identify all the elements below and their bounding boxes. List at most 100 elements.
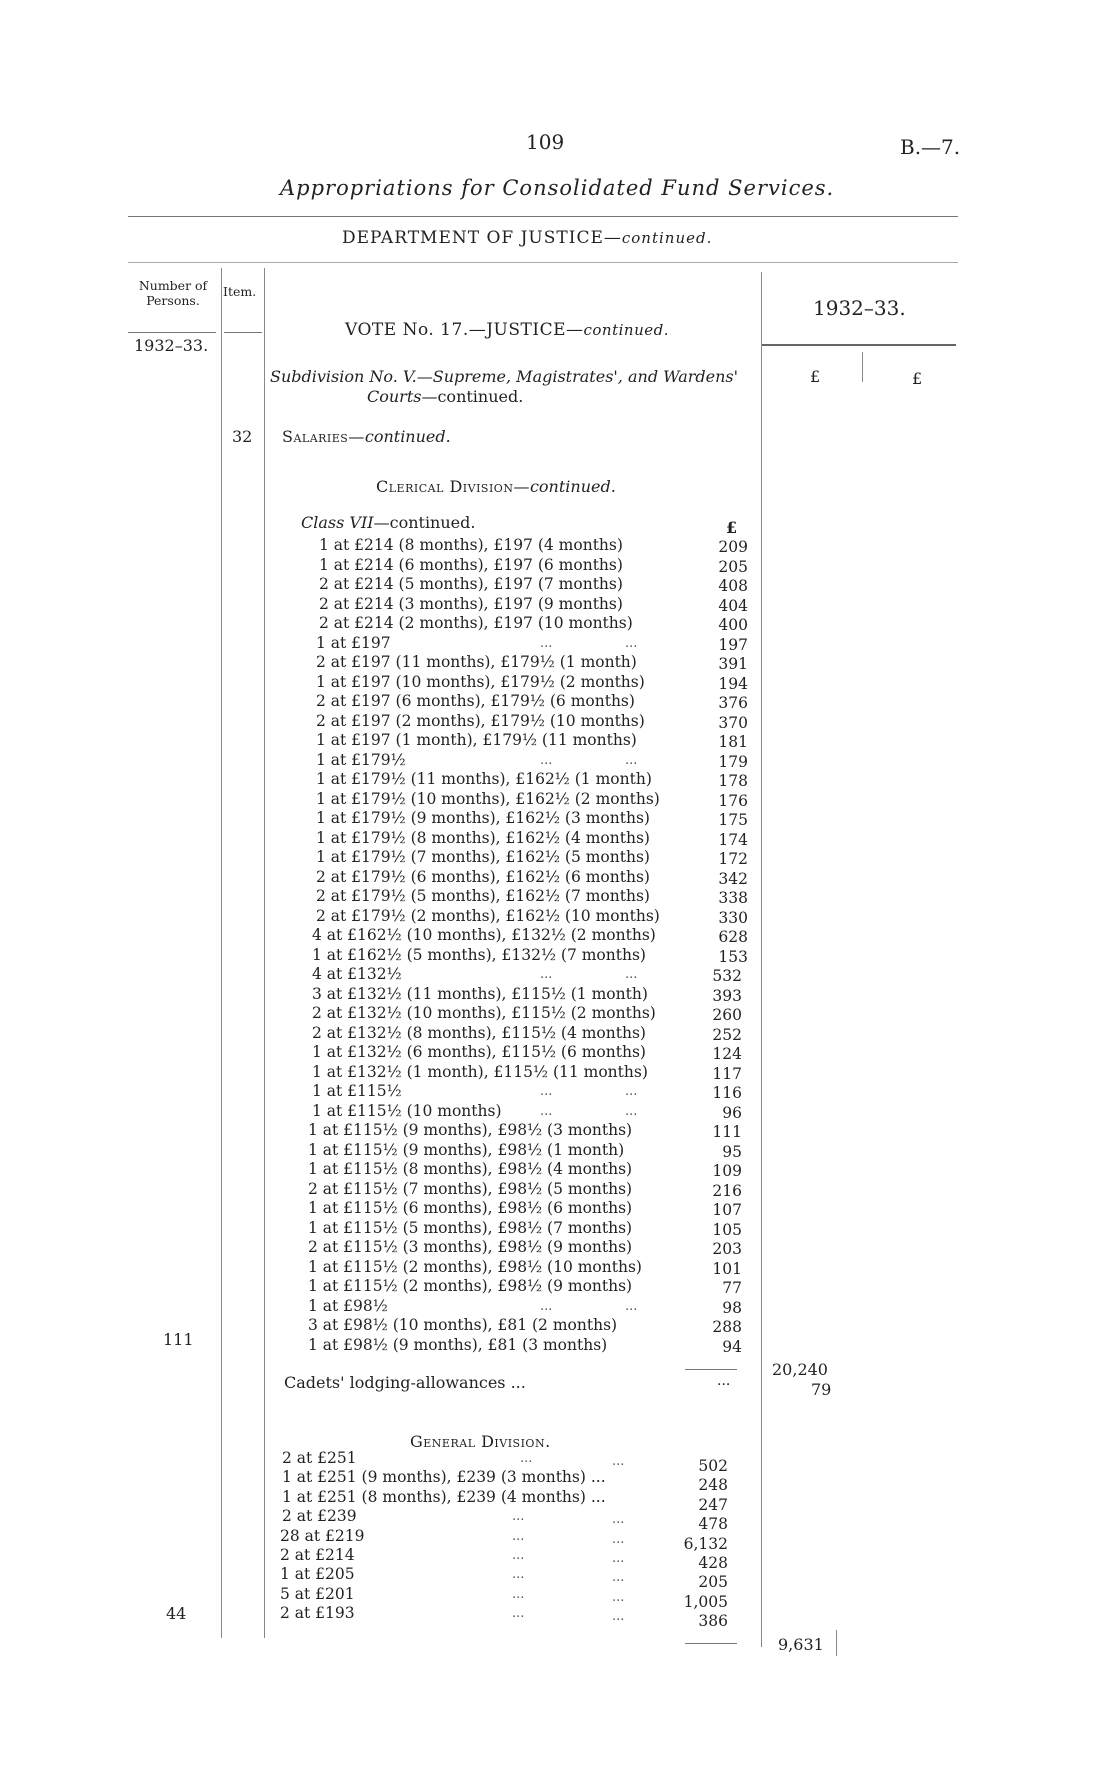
general-row-description: 28 at £219 — [280, 1526, 365, 1545]
salary-row-amount: 117 — [712, 1064, 742, 1083]
general-row-amount: 247 — [698, 1495, 728, 1514]
salary-row-amount: 408 — [718, 577, 748, 595]
salary-row-amount: 109 — [712, 1162, 742, 1180]
general-row-amount: 428 — [698, 1554, 728, 1572]
subdivision-continued: —continued. — [421, 387, 524, 406]
subtotal-rule — [685, 1643, 737, 1644]
page-title: Appropriations for Consolidated Fund Ser… — [280, 176, 835, 200]
salary-row-amount: 107 — [712, 1201, 742, 1219]
year-header-left: 1932–33. — [134, 336, 209, 355]
column-rule — [836, 1630, 837, 1656]
general-row-amount: 386 — [698, 1612, 728, 1631]
salary-row-description: 1 at £98½ (9 months), £81 (3 months) — [308, 1335, 608, 1354]
class-label: Class VII — [301, 513, 374, 532]
general-row-description: 5 at £201 — [280, 1584, 355, 1603]
leader-dots: ... — [512, 1606, 525, 1622]
general-row-amount: 205 — [698, 1573, 728, 1592]
leader-dots: ... — [612, 1609, 625, 1625]
leader-dots: ... — [625, 752, 638, 768]
leader-dots: ... — [540, 1084, 553, 1099]
salary-row-amount: 94 — [722, 1337, 742, 1356]
leader-dots: ... — [612, 1589, 625, 1605]
salary-row-amount: 98 — [722, 1298, 742, 1317]
salary-row-description: 2 at £214 (3 months), £197 (9 months) — [319, 594, 623, 613]
salary-row-amount: 532 — [712, 967, 742, 985]
class-vii-heading: Class VII—continued. — [301, 513, 475, 532]
salary-row-description: 1 at £179½ (8 months), £162½ (4 months) — [316, 828, 650, 847]
salary-row-description: 2 at £197 (6 months), £179½ (6 months) — [316, 692, 635, 710]
leader-dots: ... — [625, 1298, 638, 1314]
general-total: 9,631 — [778, 1635, 824, 1654]
subdivision-title-line2: Courts—continued. — [367, 387, 523, 406]
salary-row-amount: 77 — [722, 1279, 742, 1297]
year-header-right: 1932–33. — [813, 296, 906, 320]
salary-row-description: 2 at £132½ (8 months), £115½ (4 months) — [312, 1023, 646, 1042]
salary-row-description: 1 at £214 (6 months), £197 (6 months) — [319, 555, 623, 574]
leader-dots: ... — [625, 635, 638, 651]
leader-dots: ... — [625, 1103, 638, 1119]
salary-row-description: 1 at £179½ — [316, 750, 406, 769]
item-number: 32 — [232, 427, 253, 446]
salary-row-amount: 116 — [712, 1084, 742, 1102]
salary-row-description: 1 at £197 — [316, 633, 391, 652]
salary-row-amount: 260 — [712, 1006, 742, 1024]
salary-row-amount: 203 — [712, 1240, 742, 1258]
general-division-heading: General Division. — [410, 1432, 551, 1451]
leader-dots: ... — [512, 1548, 525, 1563]
salary-row-amount: 288 — [712, 1318, 742, 1336]
item-header: Item. — [223, 284, 257, 299]
general-row-description: 1 at £205 — [280, 1565, 355, 1584]
leader-dots: ... — [512, 1509, 525, 1525]
salary-row-amount: 95 — [722, 1142, 742, 1161]
leader-dots: ... — [540, 967, 553, 982]
general-row-amount: 6,132 — [683, 1534, 728, 1553]
salary-row-description: 1 at £115½ (10 months) — [312, 1101, 502, 1120]
leader-dots: ... — [520, 1451, 533, 1466]
leader-dots: ... — [512, 1567, 525, 1583]
leader-dots: ... — [512, 1528, 525, 1544]
salary-row-amount: 179 — [718, 752, 748, 771]
general-row-amount: 248 — [698, 1476, 728, 1495]
leader-dots: ... — [540, 635, 553, 651]
divider — [762, 344, 956, 346]
salary-row-description: 2 at £179½ (6 months), £162½ (6 months) — [316, 867, 650, 886]
salary-row-amount: 197 — [718, 635, 748, 654]
general-row-description: 2 at £239 — [282, 1507, 357, 1526]
column-rule — [862, 352, 863, 382]
general-row-description: 1 at £251 (8 months), £239 (4 months) ..… — [282, 1487, 606, 1506]
salary-row-description: 1 at £179½ (10 months), £162½ (2 months) — [316, 789, 660, 808]
salary-row-amount: 101 — [712, 1259, 742, 1278]
salary-row-description: 2 at £115½ (3 months), £98½ (9 months) — [308, 1238, 633, 1256]
salary-row-amount: 205 — [718, 557, 748, 576]
salary-row-description: 1 at £132½ (1 month), £115½ (11 months) — [312, 1062, 648, 1081]
salary-row-description: 1 at £179½ (9 months), £162½ (3 months) — [316, 809, 650, 827]
document-reference: B.—7. — [900, 135, 961, 159]
salaries-continued: continued. — [364, 427, 451, 446]
salary-row-amount: 209 — [718, 538, 748, 556]
salary-row-description: 1 at £115½ (9 months), £98½ (3 months) — [308, 1121, 633, 1139]
pound-header-1: £ — [810, 367, 821, 386]
pound-sign: £ — [726, 518, 738, 537]
salary-row-description: 1 at £162½ (5 months), £132½ (7 months) — [312, 945, 646, 964]
salary-row-amount: 252 — [712, 1025, 742, 1044]
salary-row-amount: 628 — [718, 928, 748, 946]
department-name: DEPARTMENT OF JUSTICE— — [342, 228, 622, 248]
salary-row-description: 1 at £197 (1 month), £179½ (11 months) — [316, 731, 637, 749]
clerical-division-heading: Clerical Division—continued. — [376, 477, 616, 496]
pound-header-2: £ — [912, 369, 923, 388]
salary-row-amount: 105 — [712, 1220, 742, 1239]
department-continued: continued. — [621, 229, 713, 247]
salary-row-description: 1 at £98½ — [308, 1296, 388, 1315]
clerical-total: 20,240 — [772, 1360, 828, 1379]
leader-dots: ... — [612, 1512, 625, 1528]
cadets-allowances-label: Cadets' lodging-allowances ... — [284, 1373, 526, 1392]
salary-row-amount: 124 — [712, 1045, 742, 1063]
salary-row-description: 1 at £132½ (6 months), £115½ (6 months) — [312, 1043, 646, 1061]
cadets-dots: ... — [717, 1373, 731, 1389]
column-rule — [264, 268, 265, 1638]
class-continued: —continued. — [373, 513, 476, 532]
salaries-heading: Salaries—continued. — [282, 427, 451, 446]
divider — [224, 332, 262, 333]
salary-row-amount: 96 — [722, 1103, 742, 1122]
page-number: 109 — [526, 130, 565, 154]
